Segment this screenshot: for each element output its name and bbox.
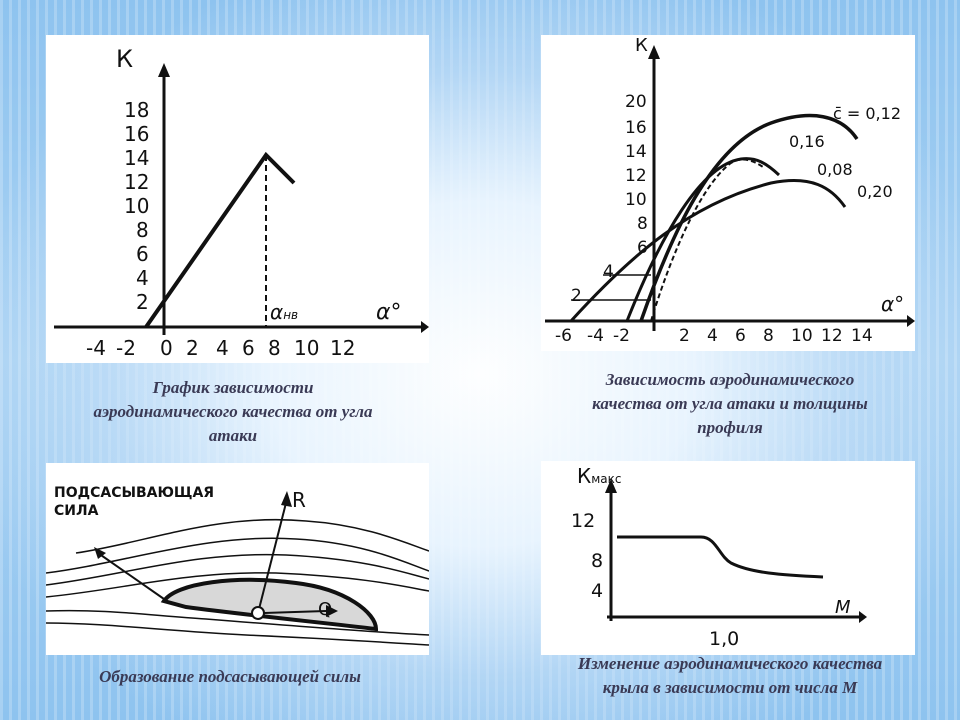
- svg-text:14: 14: [124, 146, 149, 170]
- svg-text:16: 16: [625, 118, 647, 138]
- svg-text:8: 8: [268, 336, 281, 360]
- svg-text:2: 2: [679, 326, 690, 346]
- caption-k-vs-thickness: Зависимость аэродинамического качества о…: [592, 370, 868, 437]
- svg-text:12: 12: [821, 326, 843, 346]
- svg-text:12: 12: [571, 510, 595, 532]
- force-q-label: Q: [318, 599, 332, 620]
- svg-text:10: 10: [791, 326, 813, 346]
- y-ticks: 2 4 6 8 10 12 14 16 20: [571, 92, 648, 306]
- alpha-nv-label: αнв: [270, 300, 298, 324]
- k-max-curve: [617, 535, 824, 579]
- y-axis-label: К: [635, 35, 648, 56]
- svg-text:16: 16: [124, 122, 149, 146]
- caption-k-max-vs-mach: Изменение аэродинамического качества кры…: [577, 654, 883, 697]
- panel-k-max-vs-mach: Кмакс М 4 8 12 1,0: [541, 461, 915, 655]
- x-ticks: -6 -4 -2 2 4 6 8 10 12 14: [555, 326, 873, 346]
- svg-text:0: 0: [160, 336, 173, 360]
- svg-text:6: 6: [136, 242, 149, 266]
- svg-text:8: 8: [591, 550, 603, 572]
- caption-suction-force: Образование подсасывающей силы: [99, 667, 361, 686]
- panel-k-vs-alpha-thickness: К α° 2 4 6 8 10 12 14 16 20 -6 -4 -2 2 4…: [541, 35, 915, 351]
- x-tick-1: 1,0: [709, 628, 739, 650]
- x-axis-label: α°: [881, 292, 904, 316]
- svg-text:10: 10: [294, 336, 319, 360]
- curve-012: [639, 113, 859, 322]
- airfoil: [160, 577, 379, 632]
- svg-text:14: 14: [625, 142, 647, 162]
- svg-text:4: 4: [603, 262, 614, 282]
- y-ticks: 2 4 6 8 10 12 14 16 18: [124, 98, 149, 314]
- curve-008: [650, 158, 764, 322]
- curve-020: [569, 179, 847, 323]
- x-axis-label: α°: [376, 300, 402, 325]
- curve-label-012: c̄ = 0,12: [833, 104, 901, 123]
- svg-text:-4: -4: [587, 326, 604, 346]
- panel-suction-force: ПОДСАСЫВАЮЩАЯ СИЛА R Q: [46, 463, 429, 655]
- svg-text:12: 12: [625, 166, 647, 186]
- svg-text:12: 12: [330, 336, 355, 360]
- force-r-label: R: [292, 488, 306, 512]
- svg-text:-6: -6: [555, 326, 572, 346]
- svg-text:10: 10: [625, 190, 647, 210]
- y-axis-label: Кмакс: [577, 464, 621, 488]
- svg-text:14: 14: [851, 326, 873, 346]
- svg-text:-2: -2: [613, 326, 630, 346]
- suction-label-2: СИЛА: [54, 503, 99, 519]
- svg-text:2: 2: [186, 336, 199, 360]
- svg-text:18: 18: [124, 98, 149, 122]
- svg-text:-4: -4: [86, 336, 106, 360]
- caption-k-vs-alpha: График зависимости аэродинамического кач…: [93, 378, 373, 445]
- curve-016: [625, 157, 781, 322]
- curve-label-020: 0,20: [857, 182, 893, 201]
- svg-text:2: 2: [136, 290, 149, 314]
- y-ticks: 4 8 12: [571, 510, 603, 602]
- svg-text:4: 4: [136, 266, 149, 290]
- y-axis-label: К: [116, 45, 133, 73]
- svg-text:6: 6: [735, 326, 746, 346]
- svg-text:4: 4: [707, 326, 718, 346]
- svg-text:6: 6: [637, 238, 648, 258]
- x-axis-label: М: [835, 597, 851, 618]
- x-ticks: -4 -2 0 2 4 6 8 10 12: [86, 336, 355, 360]
- svg-text:4: 4: [216, 336, 229, 360]
- svg-text:8: 8: [136, 218, 149, 242]
- svg-text:2: 2: [571, 286, 582, 306]
- svg-text:8: 8: [763, 326, 774, 346]
- svg-text:20: 20: [625, 92, 647, 112]
- svg-text:6: 6: [242, 336, 255, 360]
- svg-text:12: 12: [124, 170, 149, 194]
- curve-label-008: 0,08: [817, 160, 853, 179]
- svg-text:8: 8: [637, 214, 648, 234]
- svg-text:-2: -2: [116, 336, 136, 360]
- panel-k-vs-alpha: К α° 2 4 6 8 10 12 14 16 18 -4 -2 0 2 4 …: [46, 35, 429, 363]
- suction-label-1: ПОДСАСЫВАЮЩАЯ: [54, 485, 214, 501]
- svg-text:4: 4: [591, 580, 603, 602]
- svg-text:10: 10: [124, 194, 149, 218]
- curve-label-016: 0,16: [789, 132, 825, 151]
